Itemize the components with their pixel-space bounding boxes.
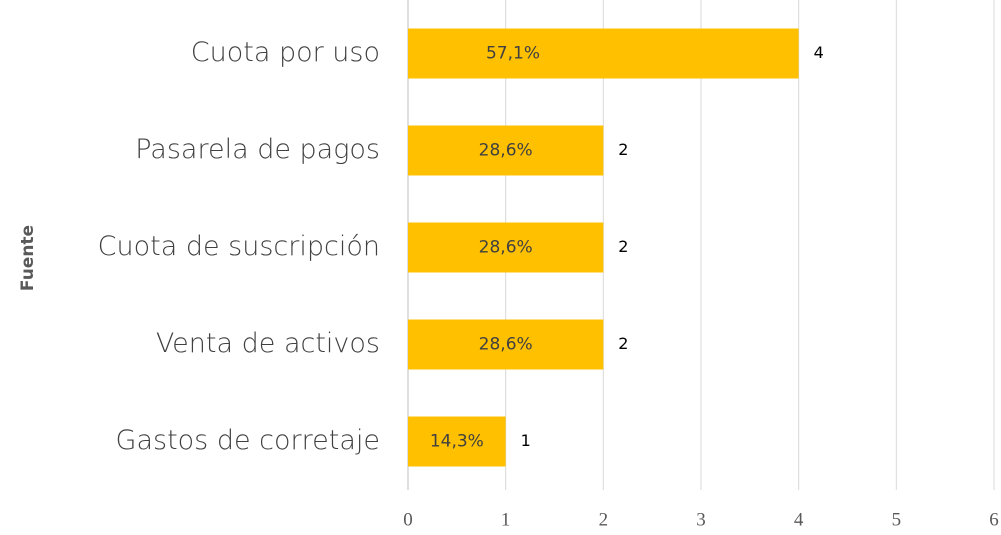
percentage-label: 28,6% <box>479 238 533 258</box>
x-tick-label: 0 <box>403 509 413 530</box>
x-tick-label: 2 <box>599 509 609 530</box>
x-tick-label: 3 <box>696 509 706 530</box>
value-label: 1 <box>521 431 531 450</box>
value-label: 4 <box>814 43 824 62</box>
value-label: 2 <box>618 237 628 256</box>
bar <box>408 222 604 273</box>
bar <box>408 28 799 79</box>
percentage-label: 28,6% <box>479 335 533 355</box>
bar <box>408 125 604 176</box>
y-axis-label: Fuente <box>18 225 38 291</box>
bar <box>408 319 604 370</box>
y-tick-label: Cuota de suscripción <box>98 231 380 262</box>
x-tick-label: 1 <box>501 509 511 530</box>
y-tick-label: Pasarela de pagos <box>135 134 380 165</box>
percentage-label: 14,3% <box>430 432 484 452</box>
y-tick-label: Cuota por uso <box>191 37 380 68</box>
percentage-label: 57,1% <box>486 44 540 64</box>
percentage-label: 28,6% <box>479 141 533 161</box>
value-label: 2 <box>618 334 628 353</box>
x-tick-label: 4 <box>794 509 804 530</box>
y-tick-label: Gastos de corretaje <box>116 425 380 456</box>
x-tick-label: 5 <box>892 509 902 530</box>
y-tick-label: Venta de activos <box>156 328 380 359</box>
x-tick-label: 6 <box>989 509 999 530</box>
value-label: 2 <box>618 140 628 159</box>
bar <box>408 416 506 467</box>
